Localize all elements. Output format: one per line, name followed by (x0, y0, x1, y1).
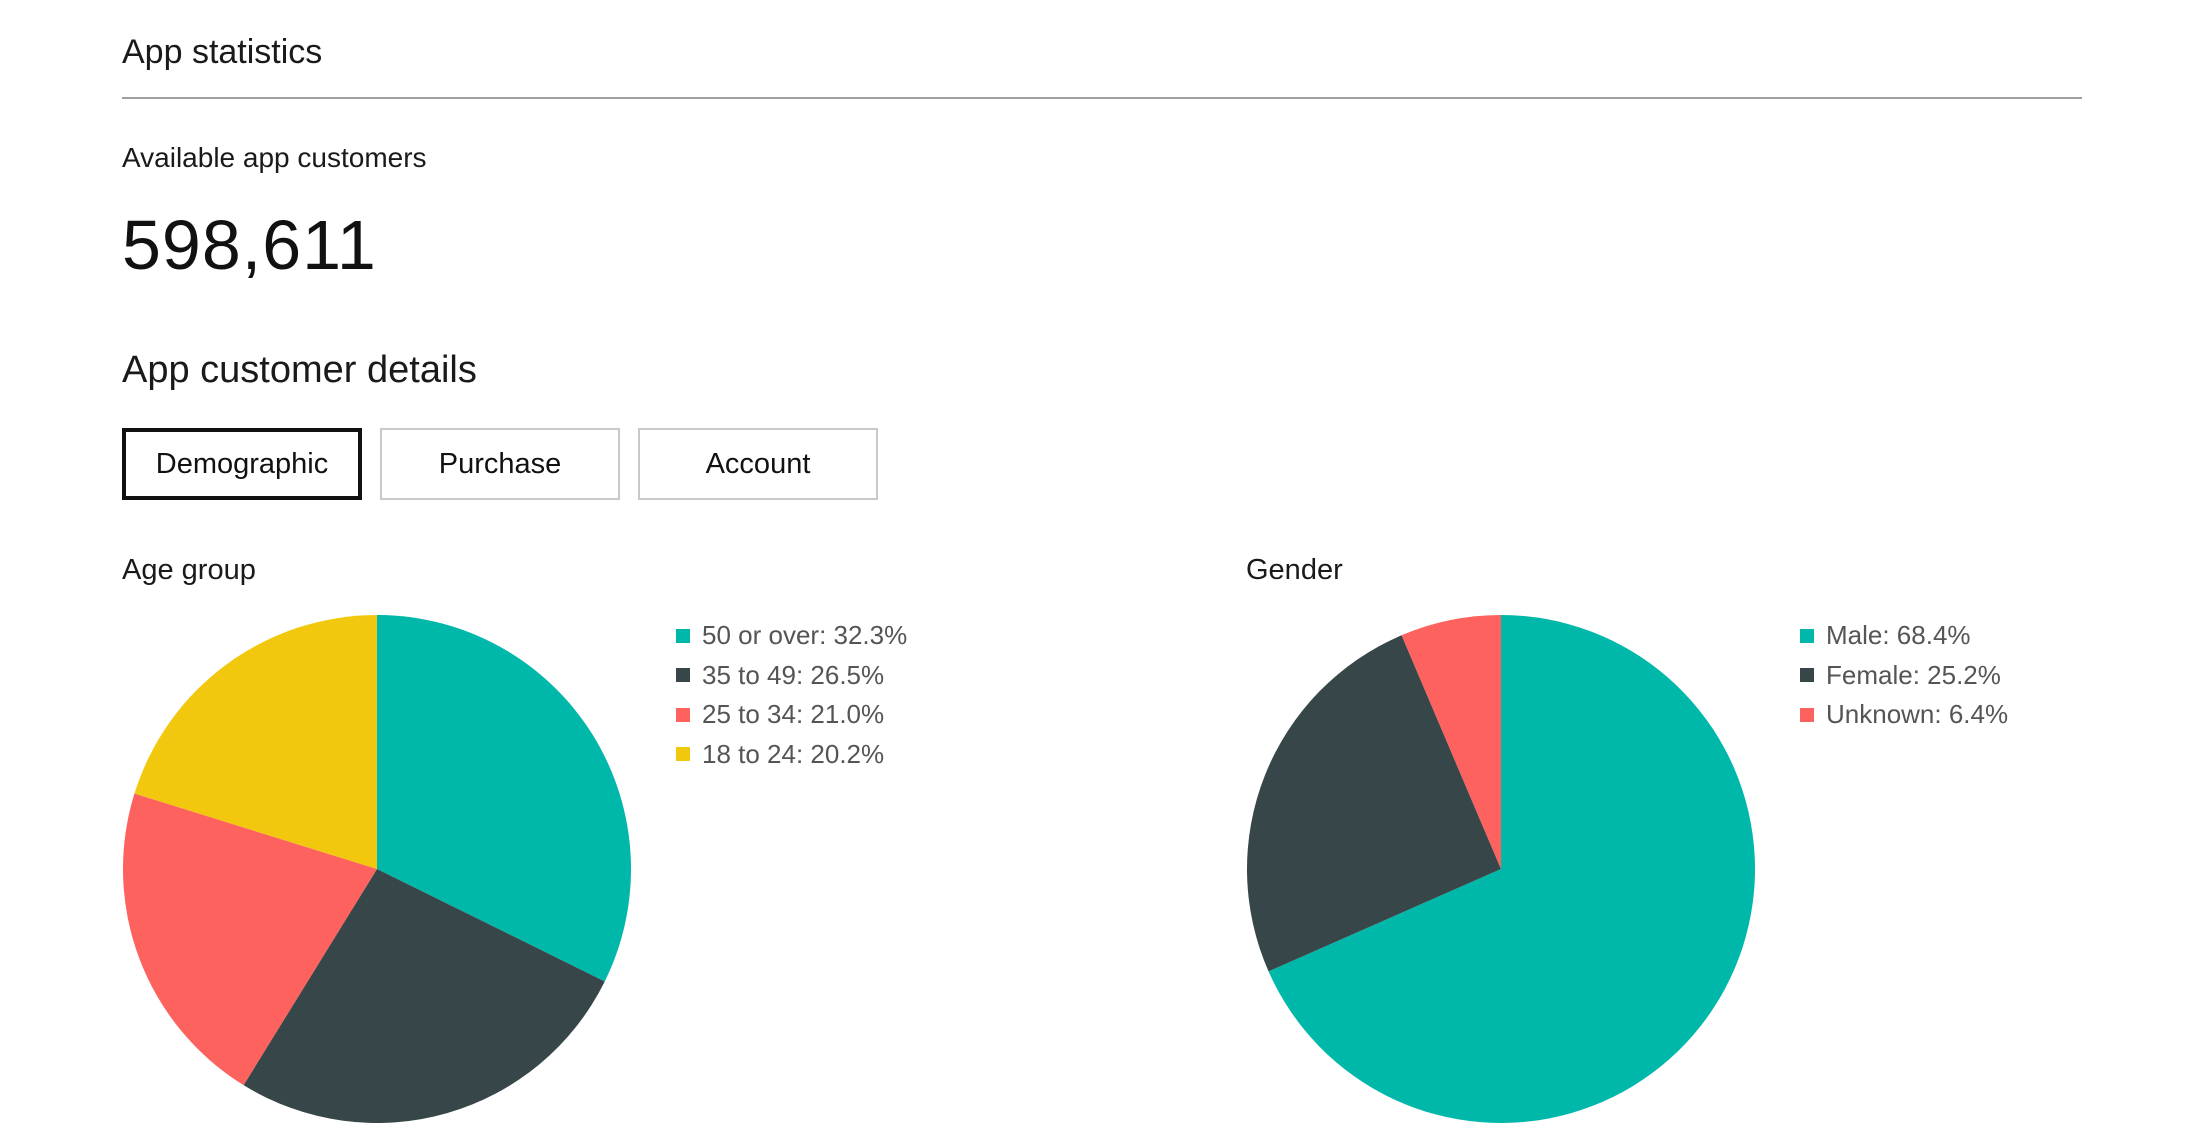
available-customers-label: Available app customers (122, 142, 427, 173)
legend-label: 18 to 24: 20.2% (702, 738, 885, 769)
tab-purchase[interactable]: Purchase (380, 428, 620, 500)
legend-item: 18 to 24: 20.2% (676, 735, 907, 775)
legend-swatch (1800, 707, 1814, 722)
legend-item: 35 to 49: 26.5% (676, 656, 907, 696)
legend-label: 35 to 49: 26.5% (702, 659, 885, 690)
age-group-pie-slice-0[interactable] (377, 615, 631, 982)
legend-swatch (676, 668, 690, 683)
title-divider (122, 97, 2082, 99)
age-group-pie-slice-1[interactable] (243, 869, 605, 1123)
gender-pie-slice-1[interactable] (1247, 635, 1501, 972)
legend-swatch (676, 707, 690, 722)
age-group-pie (123, 615, 631, 1123)
tab-account[interactable]: Account (638, 428, 878, 500)
legend-label: Female: 25.2% (1826, 659, 2001, 690)
customer-details-heading: App customer details (122, 349, 477, 391)
legend-swatch (1800, 628, 1814, 643)
legend-item: Female: 25.2% (1800, 656, 2008, 696)
legend-label: Unknown: 6.4% (1826, 699, 2009, 730)
legend-item: Male: 68.4% (1800, 616, 2008, 656)
age-group-chart: Age group 50 or over: 32.3% 35 to 49: 26… (122, 550, 1022, 1130)
age-group-pie-slice-2[interactable] (123, 793, 378, 1086)
age-group-legend: 50 or over: 32.3% 35 to 49: 26.5% 25 to … (676, 616, 907, 774)
gender-chart-title: Gender (1246, 554, 1343, 586)
age-group-chart-title: Age group (122, 554, 256, 586)
legend-item: 25 to 34: 21.0% (676, 695, 907, 735)
available-customers-count: 598,611 (122, 206, 377, 284)
gender-chart: Gender Male: 68.4% Female: 25.2% Unknown… (1246, 550, 2146, 1130)
legend-item: Unknown: 6.4% (1800, 695, 2008, 735)
tab-demographic[interactable]: Demographic (122, 428, 362, 500)
legend-swatch (1800, 668, 1814, 683)
legend-label: Male: 68.4% (1826, 620, 1971, 651)
age-group-pie-slice-3[interactable] (134, 615, 377, 869)
legend-label: 25 to 34: 21.0% (702, 699, 885, 730)
legend-swatch (676, 628, 690, 643)
page-title: App statistics (122, 33, 323, 71)
legend-item: 50 or over: 32.3% (676, 616, 907, 656)
legend-label: 50 or over: 32.3% (702, 620, 908, 651)
gender-legend: Male: 68.4% Female: 25.2% Unknown: 6.4% (1800, 616, 2008, 735)
gender-pie-slice-0[interactable] (1268, 615, 1755, 1123)
legend-swatch (676, 747, 690, 762)
gender-pie (1247, 615, 1755, 1123)
gender-pie-slice-2[interactable] (1401, 615, 1501, 869)
